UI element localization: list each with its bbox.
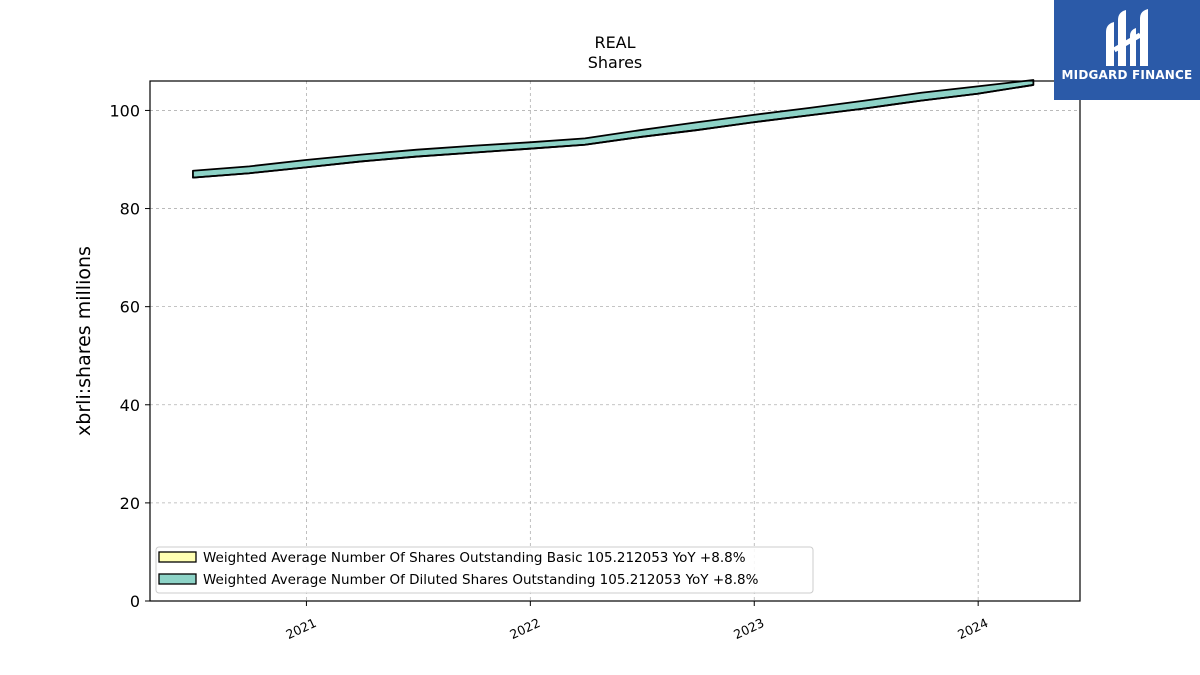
x-tick-label: 2023	[731, 615, 766, 642]
chart-subtitle: Shares	[588, 53, 643, 72]
y-tick-label: 100	[109, 101, 140, 120]
legend-label-basic: Weighted Average Number Of Shares Outsta…	[203, 550, 746, 566]
y-tick-label: 20	[120, 494, 140, 513]
series-line-basic	[192, 84, 1034, 179]
legend-frame	[155, 546, 814, 594]
y-axis: 0 20 40 60 80 100	[109, 101, 150, 611]
series-band-diluted	[192, 79, 1035, 179]
legend: Weighted Average Number Of Shares Outsta…	[155, 546, 814, 594]
midgard-finance-logo: MIDGARD FINANCE	[1054, 0, 1200, 100]
grid	[150, 81, 1080, 601]
x-tick-label: 2022	[507, 615, 542, 642]
plot-frame	[149, 80, 1081, 602]
legend-swatch-basic	[158, 551, 197, 563]
legend-swatch-diluted	[158, 573, 197, 585]
y-tick-label: 0	[130, 592, 140, 611]
chart-title: REAL	[594, 33, 635, 52]
y-tick-label: 40	[120, 396, 140, 415]
x-tick-label: 2024	[955, 615, 990, 642]
y-tick-label: 60	[120, 298, 140, 317]
y-tick-label: 80	[120, 200, 140, 219]
y-axis-label: xbrli:shares millions	[73, 246, 95, 436]
series-layer	[192, 79, 1035, 179]
legend-label-diluted: Weighted Average Number Of Diluted Share…	[203, 572, 759, 588]
logo-mark-icon	[1106, 9, 1148, 66]
logo-text: MIDGARD FINANCE	[1061, 68, 1193, 82]
x-tick-label: 2021	[283, 615, 318, 642]
x-axis: 2021 2022 2023 2024	[283, 601, 990, 642]
